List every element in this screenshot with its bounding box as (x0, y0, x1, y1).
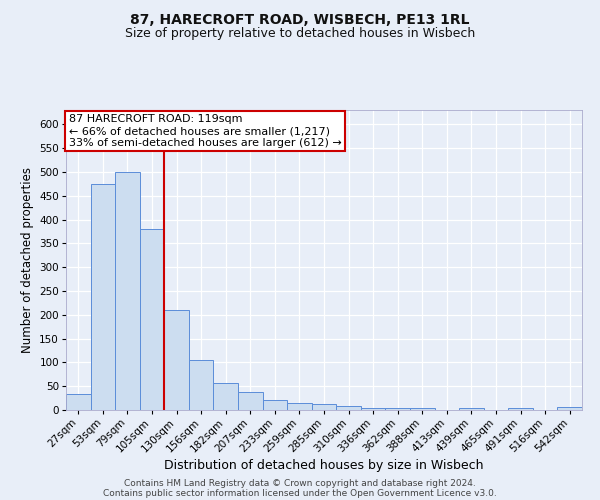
Bar (336, 406, 361, 410)
Bar (385, 408, 410, 410)
Bar (238, 392, 263, 410)
Y-axis label: Number of detached properties: Number of detached properties (21, 167, 34, 353)
Bar (263, 400, 287, 410)
Bar (189, 360, 214, 410)
Bar (557, 407, 582, 410)
Bar (214, 383, 238, 410)
Text: 87, HARECROFT ROAD, WISBECH, PE13 1RL: 87, HARECROFT ROAD, WISBECH, PE13 1RL (130, 12, 470, 26)
Bar (287, 404, 312, 410)
Text: Size of property relative to detached houses in Wisbech: Size of property relative to detached ho… (125, 28, 475, 40)
Bar (361, 408, 385, 410)
Bar (312, 404, 336, 410)
Text: 87 HARECROFT ROAD: 119sqm
← 66% of detached houses are smaller (1,217)
33% of se: 87 HARECROFT ROAD: 119sqm ← 66% of detac… (68, 114, 341, 148)
Text: Contains HM Land Registry data © Crown copyright and database right 2024.: Contains HM Land Registry data © Crown c… (124, 480, 476, 488)
Bar (508, 408, 533, 410)
Bar (91, 184, 115, 410)
Bar (66, 394, 91, 410)
Text: Contains public sector information licensed under the Open Government Licence v3: Contains public sector information licen… (103, 490, 497, 498)
Bar (115, 172, 140, 410)
Bar (410, 408, 434, 410)
Bar (164, 310, 189, 410)
Bar (140, 229, 164, 410)
Bar (459, 408, 484, 410)
X-axis label: Distribution of detached houses by size in Wisbech: Distribution of detached houses by size … (164, 460, 484, 472)
